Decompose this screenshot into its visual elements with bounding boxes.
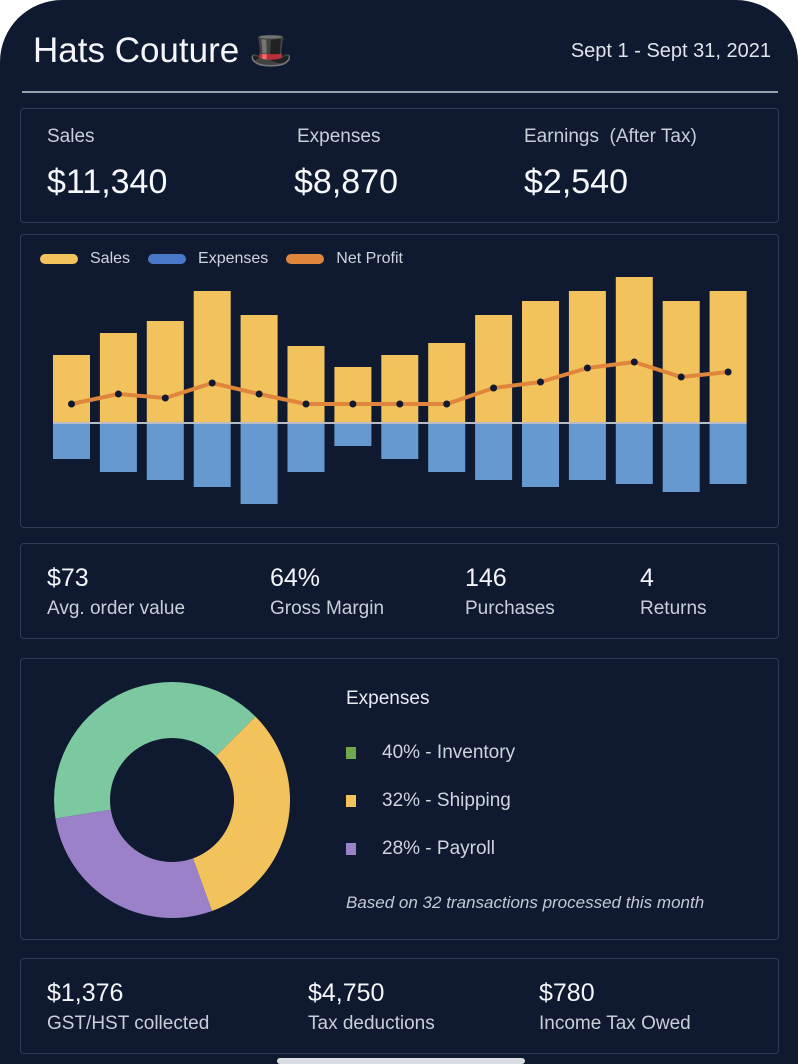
app-title: Hats Couture 🎩 <box>33 31 293 70</box>
expenses-donut-chart <box>53 682 290 918</box>
sales-bar <box>615 277 653 423</box>
date-range: Sept 1 - Sept 31, 2021 <box>570 40 771 62</box>
expenses-bar <box>287 424 325 472</box>
net-profit-point <box>677 373 685 381</box>
expenses-bar <box>522 424 559 487</box>
expenses-bar <box>615 424 653 484</box>
income-tax-label: Income Tax Owed <box>539 1013 691 1034</box>
returns-value: 4 <box>640 564 654 592</box>
sales-bar <box>287 346 325 423</box>
sales-bar <box>428 343 466 423</box>
summary-card: Sales $11,340 Expenses $8,870 Earnings (… <box>20 108 779 223</box>
legend-swatch <box>346 795 356 807</box>
expenses-bar <box>381 424 419 459</box>
legend-swatch <box>286 254 325 264</box>
legend-sales: Sales <box>40 250 130 268</box>
gst-value: $1,376 <box>47 979 124 1007</box>
earnings-value: $2,540 <box>524 163 628 201</box>
sales-bar <box>334 367 372 423</box>
purchases-value: 146 <box>465 564 507 592</box>
sales-bar <box>53 355 90 423</box>
expense-legend-payroll: 28% - Payroll <box>346 838 495 860</box>
expenses-bar <box>334 424 372 446</box>
sales-bar <box>568 291 606 423</box>
sales-bar <box>146 321 184 423</box>
net-profit-point <box>349 400 357 408</box>
expenses-bar <box>99 424 137 472</box>
legend-expenses: Expenses <box>148 250 268 268</box>
expenses-bar <box>568 424 606 480</box>
expense-legend-inventory: 40% - Inventory <box>346 742 515 764</box>
gross-margin-label: Gross Margin <box>270 598 385 619</box>
metrics-card: $73 Avg. order value 64% Gross Margin 14… <box>20 543 779 639</box>
net-profit-point <box>208 379 216 387</box>
expenses-bar <box>475 424 513 480</box>
expenses-bar <box>428 424 466 472</box>
sales-bar <box>240 315 278 423</box>
expenses-bar <box>53 424 90 459</box>
legend-swatch <box>40 254 78 264</box>
home-indicator[interactable] <box>277 1058 525 1064</box>
net-profit-point <box>114 390 122 398</box>
sales-bar <box>99 333 137 423</box>
transactions-note: Based on 32 transactions processed this … <box>346 893 705 912</box>
expense-legend-shipping: 32% - Shipping <box>346 790 511 812</box>
net-profit-point <box>396 400 404 408</box>
net-profit-point <box>630 358 638 366</box>
net-profit-point <box>255 390 263 398</box>
net-profit-point <box>161 394 169 402</box>
sales-bar <box>381 355 419 423</box>
expenses-bar <box>662 424 700 492</box>
legend-net-profit: Net Profit <box>286 250 403 268</box>
donut-slice <box>53 682 256 819</box>
net-profit-point <box>724 368 732 376</box>
legend-swatch <box>148 254 187 264</box>
expenses-bar <box>240 424 278 504</box>
tax-deductions-label: Tax deductions <box>308 1013 435 1034</box>
gst-label: GST/HST collected <box>47 1013 210 1034</box>
top-hat-icon: 🎩 <box>248 31 293 70</box>
avg-order-label: Avg. order value <box>47 598 186 619</box>
expenses-value: $8,870 <box>294 163 398 201</box>
donut-slice <box>193 716 290 912</box>
sales-bar <box>475 315 513 423</box>
gross-margin-value: 64% <box>270 564 321 592</box>
tax-card: $1,376 GST/HST collected $4,750 Tax dedu… <box>20 958 779 1054</box>
purchases-label: Purchases <box>465 598 555 619</box>
expenses-title: Expenses <box>346 688 430 709</box>
bar-chart <box>53 277 747 504</box>
divider <box>22 91 778 93</box>
net-profit-point <box>443 400 451 408</box>
sales-bar <box>522 301 559 423</box>
donut-slice <box>55 809 212 918</box>
returns-label: Returns <box>640 598 707 619</box>
net-profit-point <box>302 400 310 408</box>
legend-swatch <box>346 843 356 855</box>
chart-legend: Sales Expenses Net Profit <box>40 250 421 268</box>
expenses-bar <box>146 424 184 480</box>
expenses-bar <box>709 424 747 484</box>
net-profit-point <box>68 400 75 408</box>
net-profit-point <box>490 384 498 392</box>
sales-bar <box>662 301 700 423</box>
avg-order-value: $73 <box>47 564 89 592</box>
expenses-label: Expenses <box>297 126 381 147</box>
sales-bar <box>193 291 231 423</box>
sales-value: $11,340 <box>47 163 168 201</box>
legend-swatch <box>346 747 356 759</box>
tax-deductions-value: $4,750 <box>308 979 385 1007</box>
expenses-bar <box>193 424 231 487</box>
income-tax-value: $780 <box>539 979 595 1007</box>
sales-bar <box>709 291 747 423</box>
sales-label: Sales <box>47 126 95 147</box>
net-profit-point <box>537 378 544 386</box>
earnings-label: Earnings (After Tax) <box>524 126 697 147</box>
net-profit-point <box>583 364 591 372</box>
